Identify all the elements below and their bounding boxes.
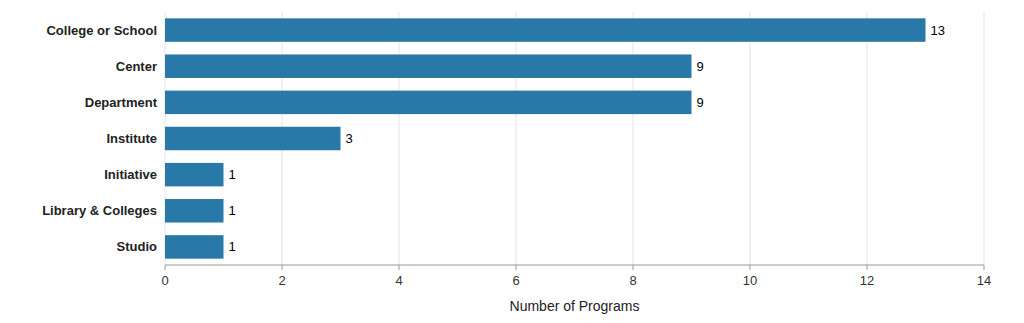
tick-mark bbox=[867, 265, 868, 270]
bar bbox=[165, 18, 926, 41]
data-label: 1 bbox=[229, 239, 236, 254]
tick-mark bbox=[165, 265, 166, 270]
category-label: Center bbox=[116, 59, 157, 74]
bar bbox=[165, 91, 692, 114]
tick-label: 6 bbox=[512, 273, 519, 288]
bar bbox=[165, 235, 224, 258]
bar bbox=[165, 163, 224, 186]
tick-label: 10 bbox=[743, 273, 757, 288]
tick-label: 0 bbox=[161, 273, 168, 288]
bar bbox=[165, 127, 341, 150]
tick-label: 8 bbox=[629, 273, 636, 288]
tick-label: 14 bbox=[977, 273, 991, 288]
tick-mark bbox=[282, 265, 283, 270]
chart-svg: 0 2 4 6 8 10 12 14 13 9 9 3 1 1 1 College or School Cent… bbox=[0, 0, 1024, 323]
grid-line bbox=[399, 12, 400, 265]
tick-mark bbox=[516, 265, 517, 270]
category-label: Library & Colleges bbox=[42, 203, 157, 218]
tick-mark bbox=[633, 265, 634, 270]
tick-mark bbox=[399, 265, 400, 270]
grid-line bbox=[516, 12, 517, 265]
tick-label: 2 bbox=[278, 273, 285, 288]
data-label: 1 bbox=[229, 203, 236, 218]
grid-line bbox=[984, 12, 985, 265]
tick-mark bbox=[750, 265, 751, 270]
category-label: Department bbox=[85, 95, 158, 110]
grid-line bbox=[750, 12, 751, 265]
tick-mark bbox=[984, 265, 985, 270]
data-label: 9 bbox=[697, 95, 704, 110]
category-label: Initiative bbox=[104, 167, 157, 182]
data-label: 13 bbox=[931, 23, 945, 38]
grid-line bbox=[867, 12, 868, 265]
labels: 13 9 9 3 1 1 1 College or School Center Departmen… bbox=[42, 23, 945, 255]
chart-container: 0 2 4 6 8 10 12 14 13 9 9 3 1 1 1 College or School Cent… bbox=[0, 0, 1024, 323]
x-axis-title: Number of Programs bbox=[510, 298, 640, 314]
data-label: 1 bbox=[229, 167, 236, 182]
grid bbox=[165, 12, 984, 265]
x-axis: 0 2 4 6 8 10 12 14 bbox=[161, 265, 991, 288]
data-label: 9 bbox=[697, 59, 704, 74]
category-label: College or School bbox=[46, 23, 157, 38]
data-label: 3 bbox=[346, 131, 353, 146]
category-label: Studio bbox=[117, 239, 157, 254]
x-axis-line bbox=[165, 265, 984, 266]
bars bbox=[165, 18, 926, 258]
category-label: Institute bbox=[106, 131, 157, 146]
grid-line bbox=[633, 12, 634, 265]
bar bbox=[165, 199, 224, 222]
tick-label: 12 bbox=[860, 273, 874, 288]
bar bbox=[165, 54, 692, 77]
tick-label: 4 bbox=[395, 273, 402, 288]
